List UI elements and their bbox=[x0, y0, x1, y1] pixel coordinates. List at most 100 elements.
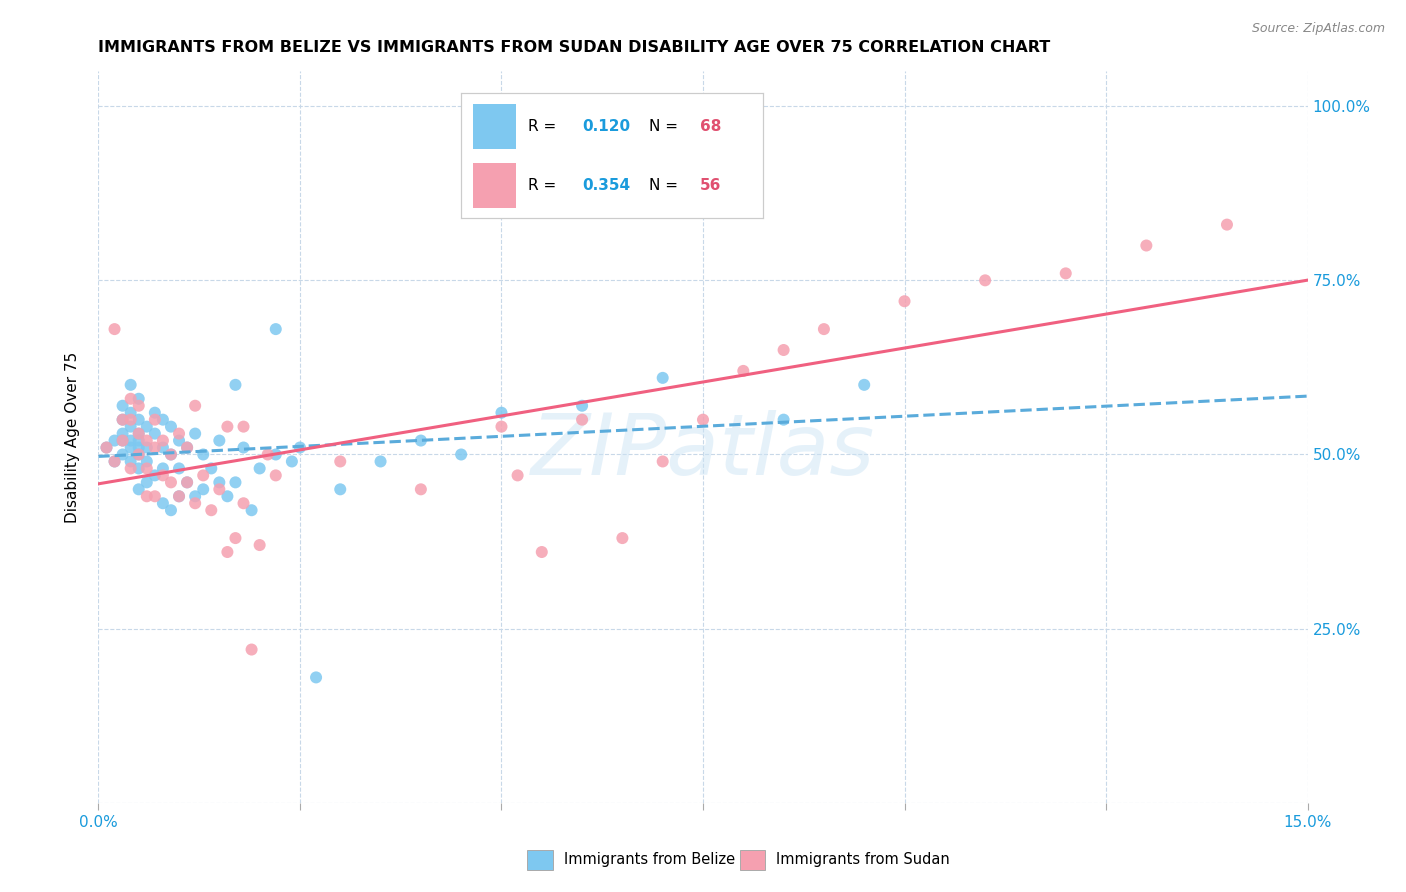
Point bbox=[143, 468, 166, 483]
Point bbox=[111, 412, 134, 426]
Point bbox=[240, 642, 263, 657]
Point bbox=[111, 448, 134, 462]
Point bbox=[160, 448, 183, 462]
Point bbox=[120, 406, 142, 420]
Point bbox=[184, 496, 207, 510]
Point bbox=[256, 448, 278, 462]
Text: ZIPatlas: ZIPatlas bbox=[531, 410, 875, 493]
Point bbox=[232, 419, 254, 434]
Point bbox=[167, 489, 190, 503]
Text: Immigrants from Sudan: Immigrants from Sudan bbox=[776, 853, 950, 867]
Point bbox=[264, 448, 287, 462]
Point bbox=[853, 377, 876, 392]
Point bbox=[176, 475, 198, 490]
Point bbox=[224, 531, 246, 545]
Point bbox=[111, 434, 134, 448]
Point bbox=[1216, 218, 1239, 232]
Point bbox=[813, 322, 835, 336]
Point bbox=[193, 483, 215, 497]
Point bbox=[152, 434, 174, 448]
Point bbox=[305, 670, 328, 684]
Point bbox=[143, 441, 166, 455]
Point bbox=[160, 448, 183, 462]
Point bbox=[208, 483, 231, 497]
Point bbox=[491, 419, 513, 434]
Point bbox=[167, 489, 190, 503]
Point bbox=[120, 441, 142, 455]
Point bbox=[506, 468, 529, 483]
Point bbox=[103, 322, 125, 336]
Point bbox=[217, 545, 239, 559]
Point bbox=[120, 392, 142, 406]
Point bbox=[1135, 238, 1157, 252]
Point bbox=[128, 483, 150, 497]
Point bbox=[530, 545, 553, 559]
Point bbox=[152, 441, 174, 455]
Point bbox=[1054, 266, 1077, 280]
Point bbox=[264, 322, 287, 336]
Point bbox=[208, 434, 231, 448]
Point bbox=[893, 294, 915, 309]
Point bbox=[974, 273, 997, 287]
Point bbox=[370, 454, 392, 468]
Point bbox=[152, 412, 174, 426]
Point bbox=[491, 406, 513, 420]
Point bbox=[200, 461, 222, 475]
Point bbox=[329, 454, 352, 468]
Point bbox=[128, 392, 150, 406]
Text: Source: ZipAtlas.com: Source: ZipAtlas.com bbox=[1251, 22, 1385, 36]
Point bbox=[184, 426, 207, 441]
Point bbox=[249, 461, 271, 475]
Point bbox=[217, 489, 239, 503]
Text: IMMIGRANTS FROM BELIZE VS IMMIGRANTS FROM SUDAN DISABILITY AGE OVER 75 CORRELATI: IMMIGRANTS FROM BELIZE VS IMMIGRANTS FRO… bbox=[98, 40, 1050, 55]
Point bbox=[120, 377, 142, 392]
Point bbox=[120, 434, 142, 448]
Point bbox=[120, 461, 142, 475]
Y-axis label: Disability Age Over 75: Disability Age Over 75 bbox=[65, 351, 80, 523]
Point bbox=[128, 426, 150, 441]
Point bbox=[571, 399, 593, 413]
Point bbox=[143, 426, 166, 441]
Point bbox=[450, 448, 472, 462]
Point bbox=[103, 434, 125, 448]
Point bbox=[288, 441, 311, 455]
Point bbox=[733, 364, 755, 378]
Point bbox=[193, 448, 215, 462]
Point bbox=[120, 412, 142, 426]
Point bbox=[176, 441, 198, 455]
Point bbox=[120, 454, 142, 468]
Point bbox=[111, 412, 134, 426]
Point bbox=[135, 475, 157, 490]
Point bbox=[409, 434, 432, 448]
Point bbox=[128, 461, 150, 475]
Point bbox=[135, 434, 157, 448]
Point bbox=[111, 399, 134, 413]
Point bbox=[184, 399, 207, 413]
Point bbox=[193, 468, 215, 483]
Point bbox=[772, 343, 794, 357]
Point bbox=[176, 441, 198, 455]
Point bbox=[135, 489, 157, 503]
Point bbox=[176, 475, 198, 490]
Point bbox=[208, 475, 231, 490]
Point bbox=[200, 503, 222, 517]
Point bbox=[128, 441, 150, 455]
Point bbox=[571, 412, 593, 426]
Point bbox=[103, 454, 125, 468]
Point bbox=[128, 448, 150, 462]
Point bbox=[135, 454, 157, 468]
Point bbox=[409, 483, 432, 497]
Point bbox=[651, 454, 673, 468]
Point bbox=[240, 503, 263, 517]
Point bbox=[224, 475, 246, 490]
Point bbox=[264, 468, 287, 483]
Point bbox=[111, 434, 134, 448]
Point bbox=[128, 399, 150, 413]
Point bbox=[160, 503, 183, 517]
Point bbox=[96, 441, 118, 455]
Point bbox=[692, 412, 714, 426]
Point bbox=[160, 419, 183, 434]
Point bbox=[128, 412, 150, 426]
Point bbox=[217, 419, 239, 434]
Point bbox=[152, 468, 174, 483]
